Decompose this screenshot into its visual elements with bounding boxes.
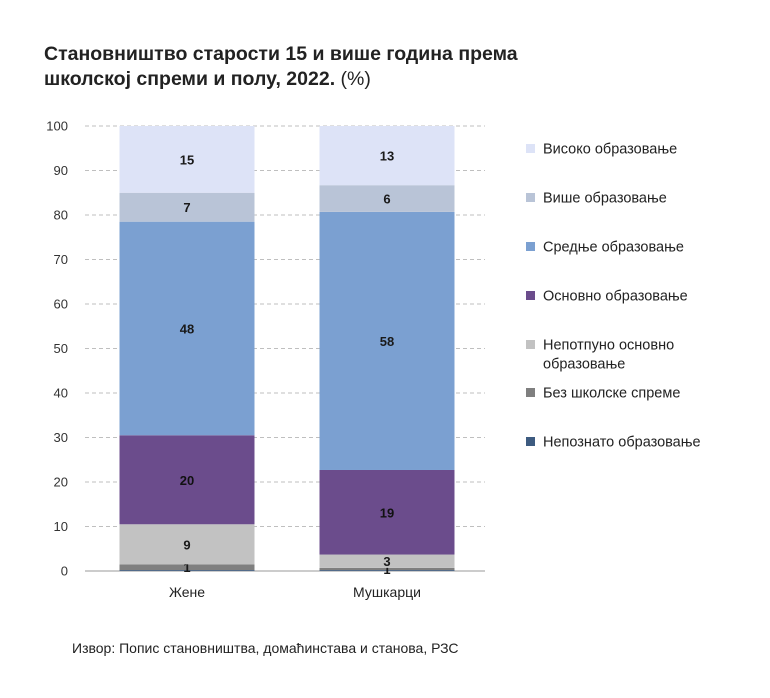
- y-tick-label: 50: [54, 341, 68, 356]
- y-tick-label: 20: [54, 475, 68, 490]
- bar-segment: [319, 570, 455, 571]
- chart-title-unit: (%): [340, 68, 371, 90]
- bar-segment: [319, 126, 455, 186]
- legend: Високо образовање Више образовање Средње о…: [526, 142, 701, 451]
- chart-title: Становништво старости 15 и више година п…: [44, 42, 684, 92]
- legend-label: Високо образовање: [543, 142, 677, 158]
- legend-label: Без школске спреме: [543, 386, 680, 402]
- data-label: 13: [380, 149, 394, 164]
- bar-segment: [119, 564, 255, 571]
- x-axis: Жене Мушкарци: [169, 584, 421, 600]
- y-tick-label: 10: [54, 519, 68, 534]
- x-tick-label: Жене: [169, 584, 205, 600]
- data-label: 15: [180, 152, 194, 167]
- data-label: 58: [380, 334, 394, 349]
- y-tick-label: 80: [54, 208, 68, 223]
- data-label: 1: [183, 560, 190, 575]
- legend-label: Више образовање: [543, 191, 667, 207]
- bar-segment: [119, 192, 255, 222]
- bar-segment: [319, 211, 455, 470]
- legend-swatch: [526, 291, 535, 300]
- y-tick-label: 70: [54, 252, 68, 267]
- legend-swatch: [526, 388, 535, 397]
- bar-segment: [119, 435, 255, 525]
- legend-label: Непознато образовање: [543, 435, 701, 451]
- y-tick-label: 0: [61, 564, 68, 579]
- bar-segment: [319, 567, 455, 571]
- legend-swatch: [526, 193, 535, 202]
- legend-swatch: [526, 144, 535, 153]
- legend-label: Средње образовање: [543, 240, 684, 256]
- y-axis: 0 10 20 30 40 50 60 70 80 90 100: [46, 119, 68, 579]
- chart-title-line-1: Становништво старости 15 и више година п…: [44, 43, 518, 65]
- legend-swatch: [526, 340, 535, 349]
- data-label: 20: [180, 473, 194, 488]
- legend-label: образовање: [543, 357, 625, 373]
- bar-segment: [319, 469, 455, 555]
- y-tick-label: 100: [46, 119, 68, 134]
- data-label: 48: [180, 321, 194, 336]
- bar-segment: [119, 126, 255, 193]
- bar-segment: [319, 554, 455, 568]
- data-label: 7: [183, 200, 190, 215]
- y-tick-label: 90: [54, 163, 68, 178]
- chart-title-line-2: школској спреми и полу, 2022. (%): [44, 67, 684, 92]
- y-tick-label: 40: [54, 386, 68, 401]
- legend-label: Основно образовање: [543, 289, 688, 305]
- legend-swatch: [526, 437, 535, 446]
- data-label: 6: [383, 192, 390, 207]
- source-note: Извор: Попис становништва, домаћинстава …: [72, 640, 459, 656]
- legend-swatch: [526, 242, 535, 251]
- bar-segment: [119, 570, 255, 571]
- bar-segment: [119, 524, 255, 565]
- data-label: 3: [383, 554, 390, 569]
- legend-label: Непотпуно основно: [543, 338, 674, 354]
- x-tick-label: Мушкарци: [353, 584, 421, 600]
- chart-title-text: школској спреми и полу, 2022.: [44, 68, 336, 90]
- data-label: 9: [183, 537, 190, 552]
- data-label: 1: [383, 562, 390, 577]
- bar-segment: [119, 221, 255, 436]
- y-tick-label: 60: [54, 297, 68, 312]
- bar-segment: [319, 185, 455, 212]
- data-label: 19: [380, 505, 394, 520]
- y-tick-label: 30: [54, 430, 68, 445]
